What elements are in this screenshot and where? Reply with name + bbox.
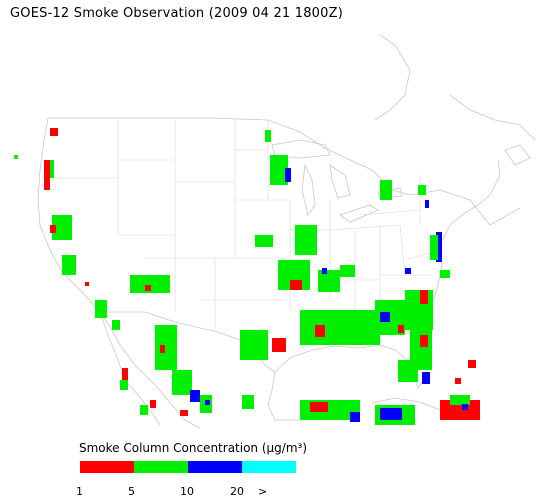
legend-swatch-20 — [242, 461, 296, 473]
smoke-green — [130, 275, 170, 293]
legend-title-suffix: ) — [302, 441, 308, 455]
smoke-blue — [462, 404, 468, 410]
smoke-red — [398, 325, 404, 333]
smoke-green — [120, 380, 128, 390]
smoke-blue — [285, 168, 291, 182]
smoke-red — [122, 368, 128, 386]
smoke-red — [44, 160, 50, 190]
legend-color-bar — [80, 461, 296, 473]
smoke-red — [310, 402, 328, 412]
smoke-green — [405, 290, 433, 330]
legend-swatch-5 — [134, 461, 188, 473]
smoke-green — [295, 225, 317, 255]
hudson-bay-coast — [374, 34, 411, 121]
legend-tick-10: 10 — [180, 485, 194, 498]
baja-coastline — [99, 311, 161, 426]
smoke-red — [50, 225, 56, 233]
smoke-green — [440, 270, 450, 278]
smoke-green — [398, 360, 418, 382]
legend-swatch-10 — [188, 461, 242, 473]
lake-ontario — [377, 187, 403, 199]
smoke-green — [450, 395, 470, 405]
legend-tick-1: 1 — [76, 485, 83, 498]
legend-title-prefix: Smoke Column Concentration ( — [79, 441, 267, 455]
smoke-green — [418, 185, 426, 195]
smoke-red — [468, 360, 476, 368]
smoke-blue — [425, 200, 429, 208]
smoke-green — [112, 320, 120, 330]
smoke-red — [160, 345, 165, 353]
smoke-green — [270, 155, 288, 185]
smoke-blue — [350, 412, 360, 422]
smoke-red — [272, 338, 286, 352]
smoke-green — [255, 235, 273, 247]
smoke-green — [242, 395, 254, 409]
smoke-blue — [322, 268, 327, 274]
smoke-blue — [380, 312, 390, 322]
legend-unit: μg/m³ — [266, 441, 303, 455]
smoke-green — [318, 270, 340, 292]
smoke-green — [265, 130, 271, 142]
map-borders — [37, 34, 536, 429]
smoke-red — [290, 280, 302, 290]
smoke-green — [140, 405, 148, 415]
smoke-green — [240, 330, 268, 360]
smoke-green — [430, 235, 438, 260]
smoke-blue — [436, 232, 442, 262]
smoke-blue — [422, 372, 430, 384]
smoke-green — [172, 370, 192, 395]
smoke-red — [420, 335, 428, 347]
smoke-green — [380, 180, 392, 200]
smoke-red — [315, 325, 325, 337]
gulf-coastline — [274, 329, 433, 389]
legend-tick-5: 5 — [128, 485, 135, 498]
newfoundland — [504, 144, 531, 166]
smoke-red — [455, 378, 461, 384]
legend-tick-overflow: > — [258, 485, 268, 498]
mexico-border — [100, 311, 276, 373]
smoke-pixels — [14, 128, 480, 425]
smoke-green — [340, 265, 355, 277]
smoke-red — [180, 410, 188, 416]
smoke-red — [150, 400, 156, 408]
map-title: GOES-12 Smoke Observation (2009 04 21 18… — [10, 6, 343, 21]
smoke-blue — [190, 390, 200, 402]
lake-michigan — [301, 163, 316, 216]
smoke-green — [95, 300, 107, 318]
smoke-red — [50, 128, 58, 136]
canada-border — [48, 117, 521, 226]
smoke-green — [300, 310, 380, 345]
labrador-coast — [449, 94, 536, 141]
atlantic-coastline — [429, 159, 501, 331]
smoke-green — [155, 325, 177, 370]
lake-erie — [339, 204, 379, 223]
smoke-blue — [405, 268, 411, 274]
smoke-green — [14, 155, 18, 159]
lake-huron — [329, 164, 351, 199]
legend-tick-20: 20 — [230, 485, 244, 498]
smoke-green — [52, 215, 72, 240]
smoke-blue — [205, 400, 210, 405]
legend-title: Smoke Column Concentration (μg/m³) — [79, 441, 307, 455]
smoke-red — [85, 282, 89, 286]
legend-swatch-1 — [80, 461, 134, 473]
smoke-green — [62, 255, 76, 275]
mexico-pacific-coast — [119, 344, 201, 429]
smoke-red — [145, 285, 151, 291]
smoke-red — [420, 290, 428, 304]
smoke-green — [50, 160, 54, 178]
smoke-blue — [380, 408, 402, 420]
